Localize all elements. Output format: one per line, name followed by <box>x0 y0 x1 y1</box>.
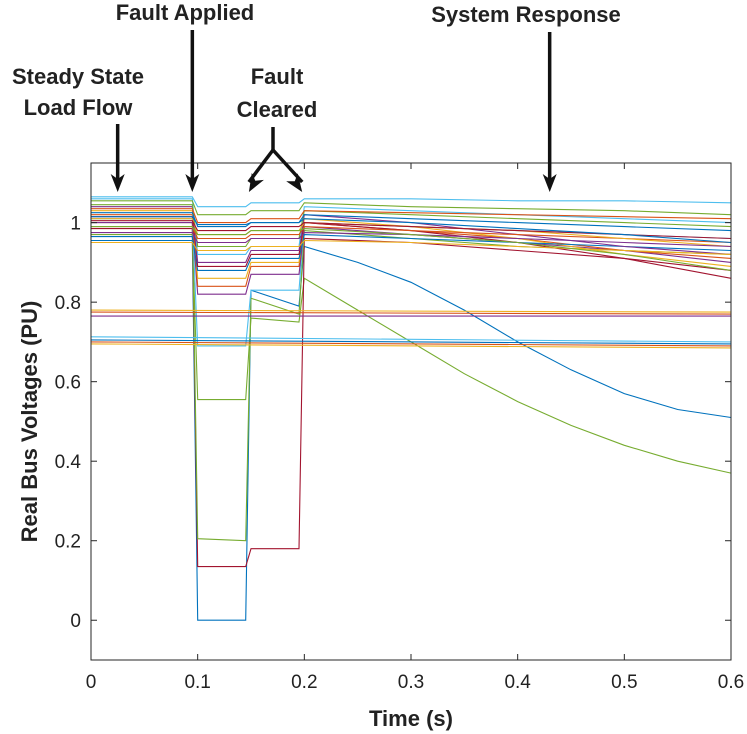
series-line-24 <box>91 226 732 271</box>
series-line-14 <box>91 226 732 244</box>
series-line-20 <box>91 220 732 240</box>
x-tick-label: 0.4 <box>504 672 531 693</box>
y-axis-label: Real Bus Voltages (PU) <box>17 301 42 543</box>
axis-ticks: 0 0.1 0.2 0.3 0.4 0.5 0.6 0 0.2 0.4 0.6 0.8 1 <box>55 163 744 693</box>
y-tick-label: 0.6 <box>55 373 81 394</box>
series-line-30 <box>90 343 732 349</box>
series-line-4 <box>91 222 732 542</box>
annotation-arrow-head <box>110 174 125 192</box>
annotation-label: Fault <box>251 64 304 89</box>
series-line-3 <box>91 228 732 568</box>
series-lines <box>90 196 732 621</box>
series-line-31 <box>90 341 732 347</box>
series-line-2 <box>91 234 732 474</box>
series-line-23 <box>91 216 732 244</box>
y-tick-label: 0.8 <box>55 293 81 314</box>
series-line-1 <box>91 239 732 621</box>
x-tick-label: 0.6 <box>718 672 744 693</box>
annotation-label: Fault Applied <box>116 0 255 25</box>
annotation-arrow-head <box>185 174 200 192</box>
series-line-21 <box>91 232 732 248</box>
y-tick-label: 1 <box>70 214 81 235</box>
series-line-19 <box>91 208 732 224</box>
plot-frame <box>90 162 732 661</box>
x-tick-label: 0.5 <box>611 672 637 693</box>
y-tick-label: 0.2 <box>55 532 81 553</box>
series-line-9 <box>91 234 732 271</box>
series-line-29 <box>90 339 732 345</box>
annotation-label: Steady State <box>12 64 144 89</box>
series-line-17 <box>91 196 732 208</box>
series-line-18 <box>91 200 732 216</box>
annotations: Steady State Load Flow Fault Applied Fault C… <box>12 0 621 192</box>
series-line-6 <box>91 222 732 295</box>
x-tick-label: 0.3 <box>398 672 424 693</box>
x-tick-label: 0.1 <box>184 672 210 693</box>
annotation-arrow-head <box>248 172 264 192</box>
x-tick-label: 0.2 <box>291 672 317 693</box>
x-tick-label: 0 <box>86 672 97 693</box>
annotation-label: System Response <box>431 2 621 27</box>
annotation-label: Load Flow <box>24 95 134 120</box>
annotation-arrow-head <box>542 174 557 192</box>
y-tick-label: 0 <box>70 611 81 632</box>
annotation-arrow-head <box>286 173 303 192</box>
series-line-28 <box>90 336 732 343</box>
series-line-22 <box>91 239 732 255</box>
x-axis-label: Time (s) <box>369 706 453 731</box>
series-line-11 <box>91 206 732 263</box>
series-line-25 <box>90 311 732 315</box>
series-line-26 <box>90 309 732 313</box>
series-line-16 <box>91 212 732 232</box>
y-tick-label: 0.4 <box>55 452 82 473</box>
annotation-label: Cleared <box>237 97 318 122</box>
